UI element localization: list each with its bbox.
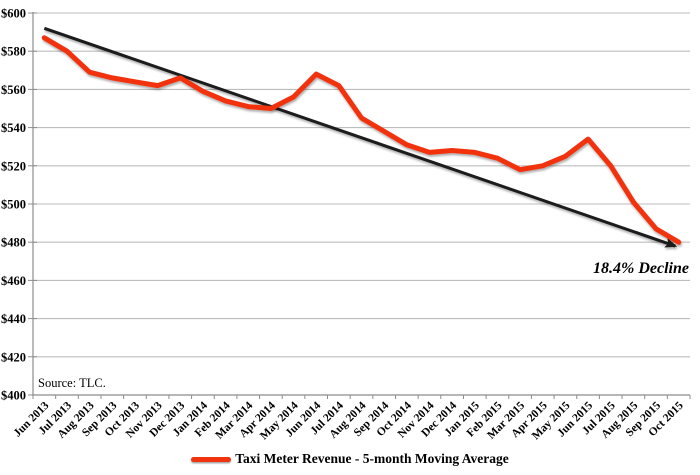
revenue-line [41, 35, 682, 245]
y-axis-tick-label: $540 [1, 121, 26, 135]
legend-label: Taxi Meter Revenue - 5-month Moving Aver… [235, 451, 509, 466]
y-axis-tick-label: $560 [1, 83, 26, 97]
source-note: Source: TLC. [38, 376, 106, 390]
y-axis-tick-label: $420 [1, 350, 26, 364]
y-axis-tick-label: $440 [1, 312, 26, 326]
legend-line-swatch-red [191, 456, 232, 462]
y-axis-tick-label: $580 [1, 45, 26, 59]
y-axis-tick-label: $460 [1, 274, 26, 288]
trend-arrow-line [43, 26, 678, 248]
decline-annotation: 18.4% Decline [593, 260, 689, 277]
y-axis-tick-label: $480 [1, 236, 26, 250]
y-axis-tick-label: $400 [1, 389, 26, 403]
y-axis-tick-label: $500 [1, 198, 26, 212]
y-axis-tick-label: $600 [1, 7, 26, 21]
y-axis-tick-label: $520 [1, 159, 26, 173]
chart-legend: Taxi Meter Revenue - 5-month Moving Aver… [0, 451, 700, 467]
